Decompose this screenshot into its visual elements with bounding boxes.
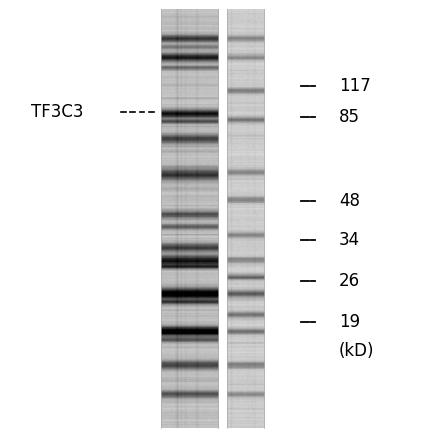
Text: 117: 117: [339, 77, 370, 95]
Text: TF3C3: TF3C3: [31, 104, 83, 121]
Text: 48: 48: [339, 192, 360, 209]
Text: 34: 34: [339, 232, 360, 249]
Text: 85: 85: [339, 108, 360, 126]
Text: 19: 19: [339, 313, 360, 331]
Text: (kD): (kD): [339, 342, 374, 359]
Text: 26: 26: [339, 273, 360, 290]
